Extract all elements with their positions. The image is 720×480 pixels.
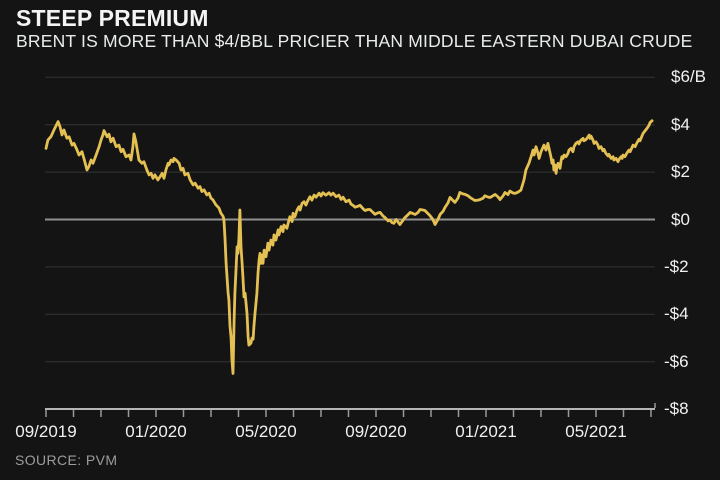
y-axis-label: -$6	[664, 351, 689, 371]
page-subtitle: BRENT IS MORE THAN $4/BBL PRICIER THAN M…	[16, 31, 693, 51]
x-axis-label: 01/2021	[455, 422, 517, 441]
y-axis-label: -$8	[664, 399, 689, 419]
y-axis-label: -$2	[664, 256, 689, 276]
x-axis-label: 05/2021	[565, 422, 627, 441]
brent-dubai-spread-line	[44, 119, 654, 375]
y-axis-label: $2	[671, 162, 690, 182]
x-axis-label: 01/2020	[125, 422, 187, 441]
y-axis-label: $6/B	[671, 67, 706, 87]
x-axis-label: 05/2020	[235, 422, 297, 441]
x-axis-label: 09/2020	[345, 422, 407, 441]
y-axis-label: -$4	[664, 304, 689, 324]
x-axis-label: 09/2019	[15, 422, 77, 441]
y-axis-label: $4	[671, 114, 690, 134]
source-label: SOURCE: PVM	[15, 452, 118, 468]
page-title: STEEP PREMIUM	[16, 5, 209, 31]
y-axis-label: $0	[671, 209, 690, 229]
